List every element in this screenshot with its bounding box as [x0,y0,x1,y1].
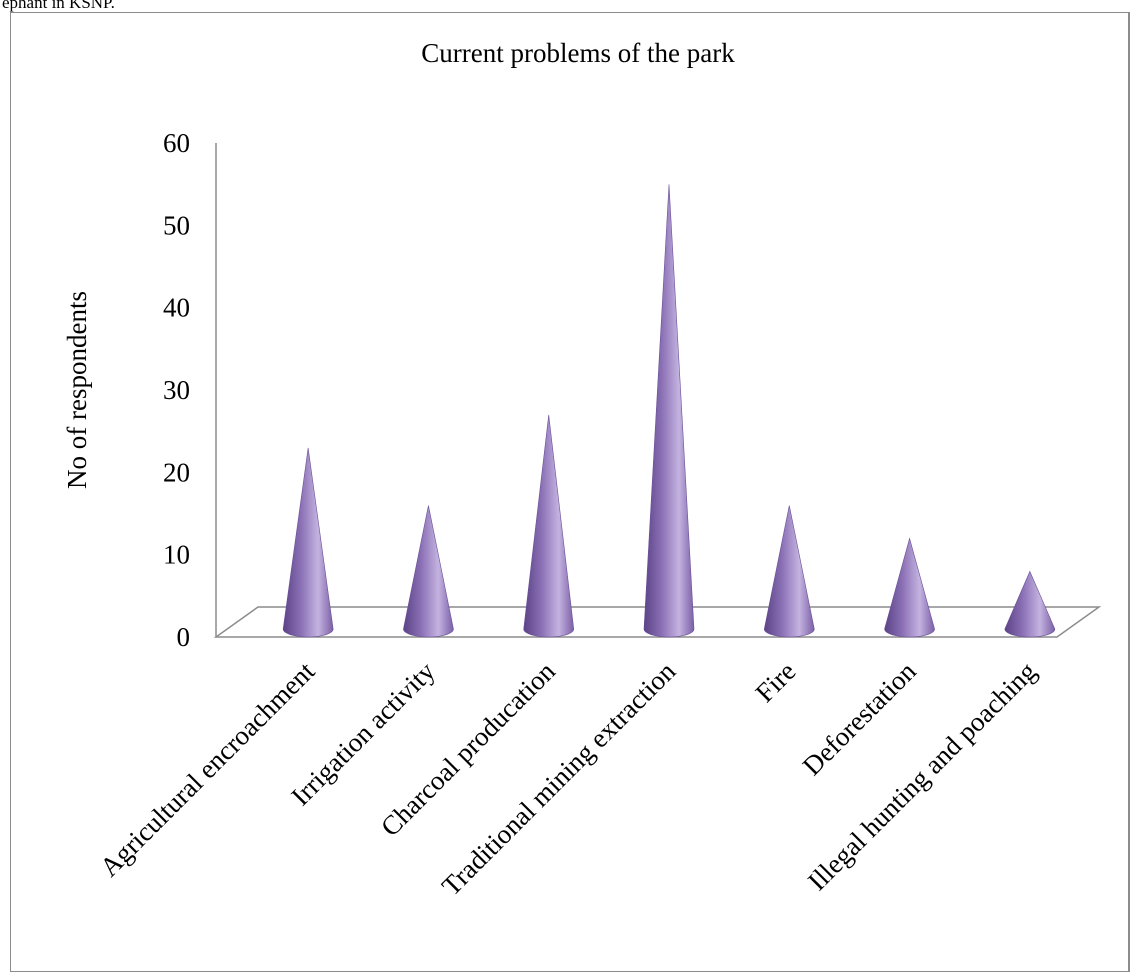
cone-bar [643,184,695,638]
cone-bar [523,414,575,638]
x-tick-label: Traditional mining extraction [436,656,682,902]
cone-shape [403,505,454,638]
y-tick-label: 10 [163,540,190,570]
y-tick-label: 30 [163,375,190,405]
cone-bar [763,505,815,638]
y-tick-label: 50 [163,210,190,240]
cone-shape [1004,570,1056,638]
cone-bar [1004,570,1056,638]
x-tick-label: Illegal hunting and poaching [802,656,1042,896]
y-tick-label: 0 [177,622,191,652]
cones [282,184,1056,638]
y-tick-label: 40 [163,293,190,323]
cone-shape [282,447,334,638]
cone-bar [403,505,454,638]
cone-bar [884,537,935,638]
y-tick-label: 60 [163,128,190,158]
x-tick-label: Fire [750,656,802,708]
y-tick-label: 20 [163,457,190,487]
axes: 0 10 20 30 40 50 60 [163,128,1102,652]
floor-plane [213,606,1102,638]
y-axis-label: No of respondents [62,291,92,489]
x-tick-label: Agricultural encroachment [94,656,321,883]
x-tick-label: Deforestation [797,656,922,781]
cone-shape [523,414,575,638]
chart-title: Current problems of the park [421,38,735,68]
cone-shape [763,505,815,638]
cone-shape [884,537,935,638]
figure-caption-fragment: ephant in KSNP. [2,0,115,12]
cone-bar [282,447,334,638]
cone-shape [643,184,695,638]
